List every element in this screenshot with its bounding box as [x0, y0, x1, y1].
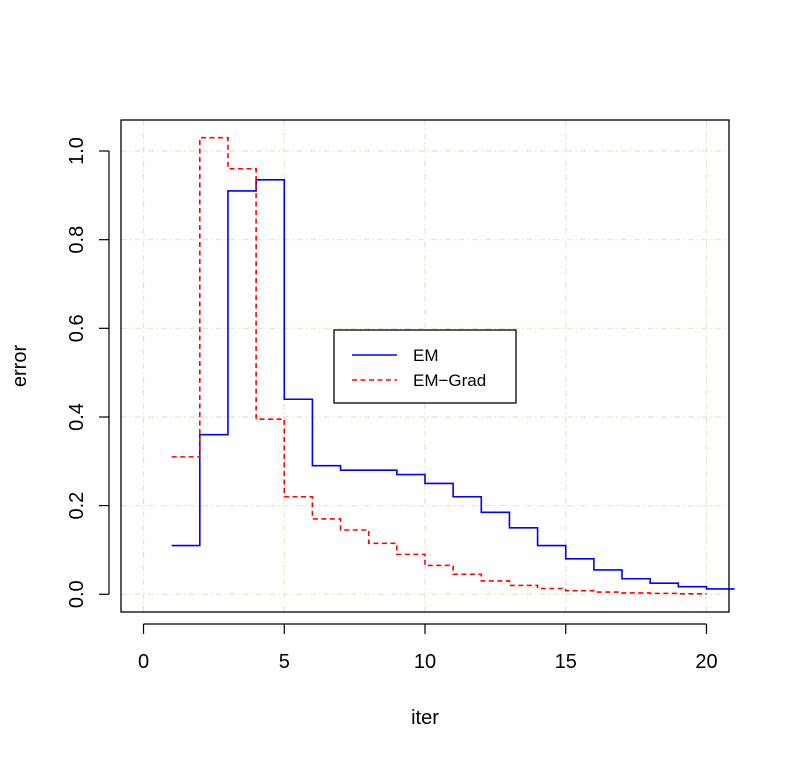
x-tick-label: 20 — [695, 651, 717, 673]
y-tick-label: 0.0 — [66, 580, 88, 608]
axes: 0 5 10 15 20 0.0 0.2 0.4 0.6 0.8 1.0 — [66, 137, 718, 673]
plot-frame — [120, 119, 730, 613]
legend-box — [333, 329, 517, 404]
y-tick-label: 0.8 — [66, 226, 88, 254]
legend-label-em: EM — [413, 346, 439, 365]
y-tick-label: 0.6 — [66, 314, 88, 342]
series-layer — [171, 136, 735, 595]
y-axis-title: error — [9, 345, 31, 388]
x-tick-label: 10 — [414, 651, 436, 673]
series-line-0 — [171, 179, 735, 590]
x-tick-label: 0 — [138, 651, 149, 673]
y-tick-label: 0.4 — [66, 403, 88, 431]
x-tick-label: 15 — [555, 651, 577, 673]
x-tick-label: 5 — [279, 651, 290, 673]
y-tick-label: 1.0 — [66, 137, 88, 165]
series-line-1 — [171, 136, 707, 595]
legend-label-em-grad: EM−Grad — [413, 371, 486, 390]
y-tick-label: 0.2 — [66, 492, 88, 520]
x-axis-title: iter — [411, 707, 439, 729]
legend: EM EM−Grad — [333, 329, 517, 404]
